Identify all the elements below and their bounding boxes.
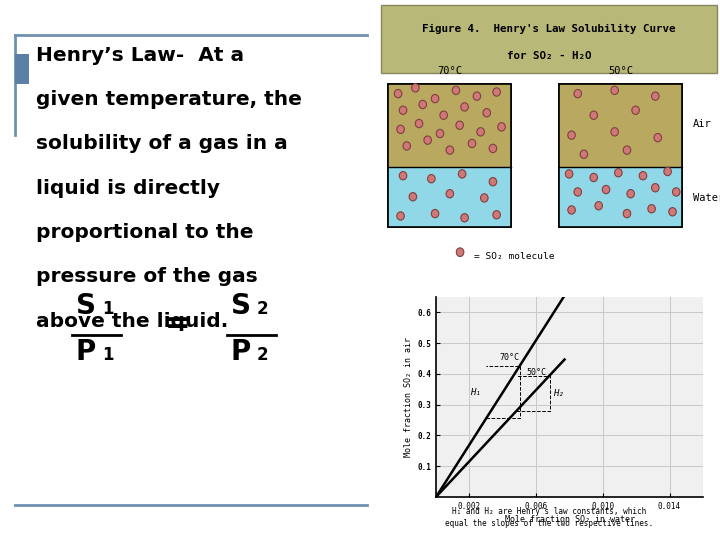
Text: proportional to the: proportional to the <box>36 223 253 242</box>
Ellipse shape <box>574 90 582 98</box>
Text: 1: 1 <box>102 300 114 318</box>
Bar <box>559 84 683 227</box>
Text: Henry’s Law-  At a: Henry’s Law- At a <box>36 46 244 65</box>
Ellipse shape <box>459 170 466 178</box>
Ellipse shape <box>400 106 407 114</box>
Bar <box>388 167 511 227</box>
Text: 50°C: 50°C <box>608 65 634 76</box>
Bar <box>388 84 511 227</box>
Ellipse shape <box>590 173 598 181</box>
Ellipse shape <box>669 207 676 216</box>
Ellipse shape <box>403 142 410 150</box>
Ellipse shape <box>477 127 485 136</box>
Ellipse shape <box>611 86 618 94</box>
Text: liquid is directly: liquid is directly <box>36 179 220 198</box>
Bar <box>388 84 511 167</box>
Ellipse shape <box>493 211 500 219</box>
Ellipse shape <box>428 174 435 183</box>
Ellipse shape <box>489 178 497 186</box>
Text: S: S <box>76 292 96 320</box>
Text: given temperature, the: given temperature, the <box>36 90 302 109</box>
Ellipse shape <box>652 92 659 100</box>
Ellipse shape <box>648 205 655 213</box>
Ellipse shape <box>565 170 573 178</box>
Ellipse shape <box>461 214 468 222</box>
Text: 1: 1 <box>102 346 114 363</box>
Ellipse shape <box>611 127 618 136</box>
Ellipse shape <box>624 146 631 154</box>
Ellipse shape <box>440 111 447 119</box>
Text: for SO₂ - H₂O: for SO₂ - H₂O <box>507 51 591 61</box>
Text: Air: Air <box>693 119 711 129</box>
Text: pressure of the gas: pressure of the gas <box>36 267 258 286</box>
Ellipse shape <box>624 210 631 218</box>
Ellipse shape <box>483 109 490 117</box>
Bar <box>388 84 511 227</box>
Ellipse shape <box>412 84 419 92</box>
Ellipse shape <box>480 194 488 202</box>
Text: S: S <box>230 292 251 320</box>
Text: Figure 4.  Henry's Law Solubility Curve: Figure 4. Henry's Law Solubility Curve <box>422 24 676 34</box>
Text: H₂: H₂ <box>553 389 564 398</box>
Text: P: P <box>230 338 251 366</box>
Text: = SO₂ molecule: = SO₂ molecule <box>474 252 554 261</box>
Text: 70°C: 70°C <box>500 353 520 362</box>
Ellipse shape <box>431 210 438 218</box>
Ellipse shape <box>672 188 680 196</box>
Ellipse shape <box>395 90 402 98</box>
Ellipse shape <box>654 133 662 142</box>
Ellipse shape <box>590 111 598 119</box>
Ellipse shape <box>397 212 405 220</box>
Ellipse shape <box>489 144 497 153</box>
Bar <box>559 167 683 227</box>
Ellipse shape <box>456 248 464 256</box>
Bar <box>559 84 683 227</box>
Ellipse shape <box>664 167 671 176</box>
Ellipse shape <box>639 172 647 180</box>
Ellipse shape <box>580 150 588 158</box>
Bar <box>382 5 716 73</box>
Ellipse shape <box>461 103 468 111</box>
Ellipse shape <box>415 119 423 127</box>
Ellipse shape <box>424 136 431 144</box>
Ellipse shape <box>468 139 476 147</box>
Ellipse shape <box>409 193 417 201</box>
Text: Water: Water <box>693 193 720 203</box>
Ellipse shape <box>498 123 505 131</box>
Ellipse shape <box>446 146 454 154</box>
Ellipse shape <box>400 172 407 180</box>
Text: H₁: H₁ <box>470 388 481 397</box>
Ellipse shape <box>446 190 454 198</box>
Ellipse shape <box>615 168 622 177</box>
Ellipse shape <box>568 206 575 214</box>
Y-axis label: Mole fraction SO₂ in air: Mole fraction SO₂ in air <box>404 337 413 457</box>
Ellipse shape <box>452 86 460 94</box>
Ellipse shape <box>431 94 438 103</box>
Ellipse shape <box>632 106 639 114</box>
Ellipse shape <box>493 88 500 96</box>
X-axis label: Mole fraction SO₂ in water: Mole fraction SO₂ in water <box>505 515 634 524</box>
Bar <box>15 54 30 84</box>
Text: P: P <box>76 338 96 366</box>
Ellipse shape <box>568 131 575 139</box>
Text: 50°C: 50°C <box>526 368 546 377</box>
Text: =: = <box>165 309 191 339</box>
Ellipse shape <box>627 190 634 198</box>
Ellipse shape <box>436 130 444 138</box>
Ellipse shape <box>603 185 610 194</box>
Text: solubility of a gas in a: solubility of a gas in a <box>36 134 288 153</box>
Ellipse shape <box>397 125 405 133</box>
Ellipse shape <box>473 92 481 100</box>
Text: 2: 2 <box>257 300 269 318</box>
Bar <box>559 84 683 167</box>
Ellipse shape <box>574 188 582 196</box>
Text: above the liquid.: above the liquid. <box>36 312 228 330</box>
Ellipse shape <box>595 201 603 210</box>
Ellipse shape <box>456 121 464 130</box>
Text: 2: 2 <box>257 346 269 363</box>
Ellipse shape <box>652 184 659 192</box>
Text: H₁ and H₂ are Henry's law constants, which
equal the slopes of the two respectiv: H₁ and H₂ are Henry's law constants, whi… <box>445 507 653 528</box>
Ellipse shape <box>419 100 426 109</box>
Text: 70°C: 70°C <box>437 65 462 76</box>
